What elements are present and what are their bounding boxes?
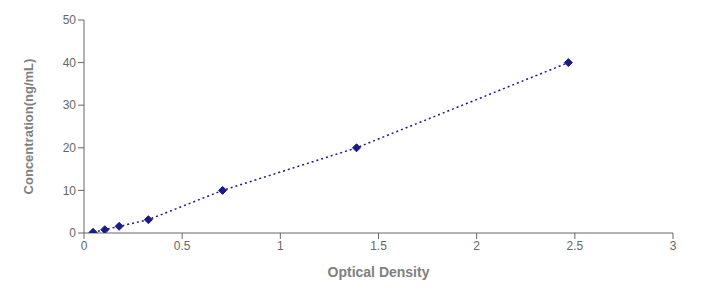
svg-text:1: 1 (277, 239, 284, 253)
svg-text:0: 0 (81, 239, 88, 253)
svg-text:Optical Density: Optical Density (328, 264, 430, 280)
svg-text:1.5: 1.5 (370, 239, 387, 253)
svg-text:Concentration(ng/mL): Concentration(ng/mL) (21, 59, 36, 195)
svg-text:3: 3 (670, 239, 677, 253)
svg-text:30: 30 (63, 98, 77, 112)
svg-text:20: 20 (63, 141, 77, 155)
svg-text:40: 40 (63, 56, 77, 70)
svg-text:10: 10 (63, 184, 77, 198)
svg-text:2.5: 2.5 (566, 239, 583, 253)
svg-text:0.5: 0.5 (174, 239, 191, 253)
svg-text:0: 0 (69, 226, 76, 240)
svg-text:2: 2 (473, 239, 480, 253)
svg-text:50: 50 (63, 13, 77, 27)
